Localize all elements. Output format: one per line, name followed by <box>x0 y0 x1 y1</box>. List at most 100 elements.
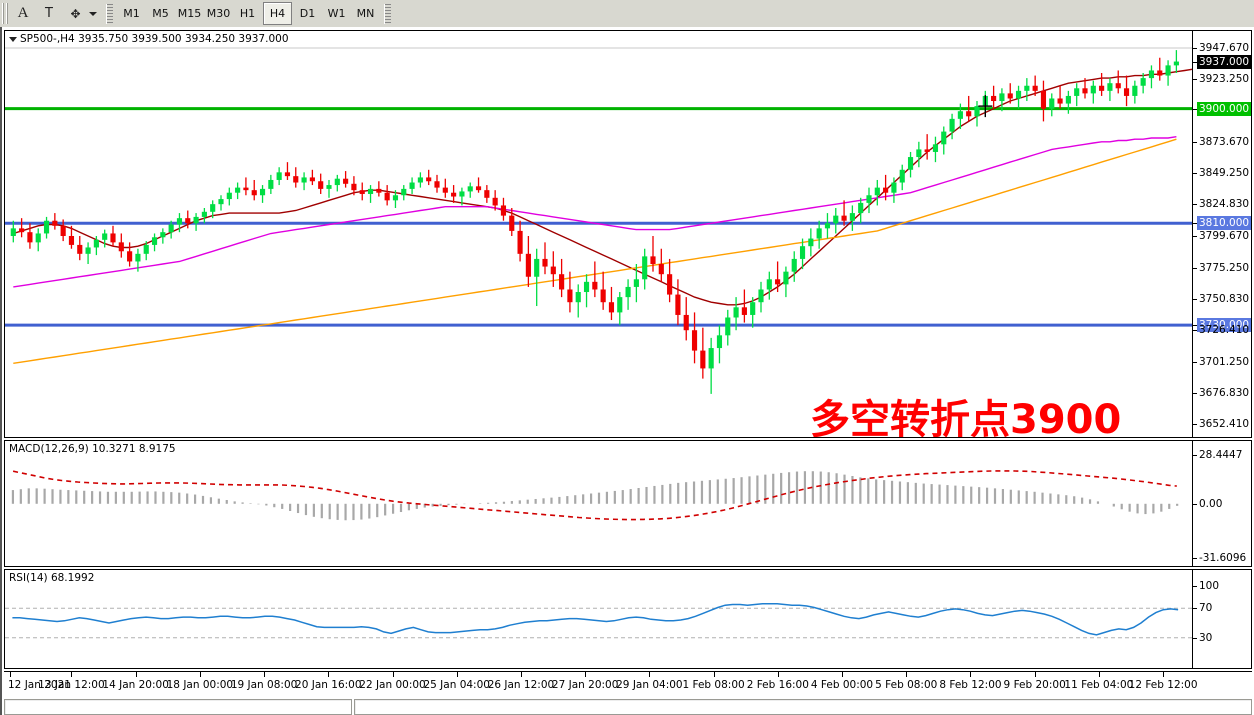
chart-annotation[interactable]: 多空转折点3900 <box>810 397 1122 437</box>
timeframe-d1[interactable]: D1 <box>299 7 316 20</box>
time-tick <box>970 672 972 677</box>
price-tick-label: 3799.670 <box>1199 230 1250 243</box>
chart-frame: SP500-,H4 3935.750 3939.500 3934.250 393… <box>0 27 1254 715</box>
timeframe-w1[interactable]: W1 <box>327 7 346 20</box>
time-tick <box>585 672 587 677</box>
toolbar: A T ✥ M1 M5 M15 M30 H1 H4 D1 W1 MN <box>0 0 1254 28</box>
price-label-3937: 3937.000 <box>1197 54 1251 69</box>
timeframe-h1[interactable]: H1 <box>239 7 256 20</box>
time-tick-label: 20 Jan 16:00 <box>295 679 362 691</box>
time-tick <box>71 672 73 677</box>
rsi-tick <box>1193 586 1197 587</box>
price-tick-label: 3873.670 <box>1199 136 1250 149</box>
time-tick <box>649 672 651 677</box>
macd-plot[interactable] <box>5 441 1193 566</box>
time-tick <box>199 672 201 677</box>
time-tick-label: 19 Jan 08:00 <box>230 679 298 691</box>
price-tick-label: 3726.410 <box>1199 323 1250 336</box>
price-tick <box>1193 298 1197 300</box>
price-pane[interactable]: SP500-,H4 3935.750 3939.500 3934.250 393… <box>4 30 1252 438</box>
timeframe-m5[interactable]: M5 <box>152 7 169 20</box>
rsi-pane[interactable]: RSI(14) 68.1992 100 70 30 <box>4 569 1252 669</box>
time-tick <box>713 672 715 677</box>
label-tool-icon: T <box>45 6 53 21</box>
time-tick <box>456 672 458 677</box>
price-tick <box>1193 329 1197 331</box>
time-tick-label: 5 Feb 08:00 <box>875 679 938 691</box>
time-axis[interactable]: 12 Jan 2021 13 Jan 12:00 14 Jan 20:00 18 Ja… <box>4 671 1252 697</box>
status-section-left[interactable] <box>4 699 352 715</box>
time-tick <box>10 672 11 677</box>
chevron-down-icon[interactable] <box>89 11 97 16</box>
time-tick-label: 2 Feb 16:00 <box>746 679 809 691</box>
label-tool-button[interactable]: T <box>37 2 61 25</box>
macd-tick <box>1193 503 1197 505</box>
timeframe-h4[interactable]: H4 <box>263 2 292 25</box>
macd-pane[interactable]: MACD(12,26,9) 10.3271 8.9175 28.4447 0.00… <box>4 440 1252 567</box>
timeframe-m30[interactable]: M30 <box>206 7 231 20</box>
time-tick-label: 9 Feb 20:00 <box>1003 679 1066 691</box>
price-tick <box>1193 142 1197 144</box>
price-axis[interactable]: 3947.670 3937.000 3923.250 3900.000 3873.670… <box>1192 31 1251 437</box>
time-tick-label: 1 Feb 08:00 <box>682 679 745 691</box>
macd-tick <box>1193 558 1197 559</box>
time-tick <box>135 672 137 677</box>
timeframe-m1[interactable]: M1 <box>123 7 140 20</box>
price-tick <box>1193 204 1197 206</box>
time-tick <box>1098 672 1100 677</box>
macd-tick-label: -31.6096 <box>1199 552 1247 564</box>
macd-header: MACD(12,26,9) 10.3271 8.9175 <box>9 443 176 455</box>
time-tick-label: 11 Feb 04:00 <box>1064 679 1134 691</box>
text-tool-icon[interactable]: A <box>17 5 29 21</box>
caret-down-icon[interactable] <box>9 36 17 42</box>
symbol-header: SP500-,H4 3935.750 3939.500 3934.250 393… <box>9 33 289 45</box>
timeframe-mn[interactable]: MN <box>356 7 375 20</box>
macd-tick-label: 28.4447 <box>1199 449 1243 461</box>
rsi-tick-label: 70 <box>1199 602 1213 615</box>
time-tick-label: 14 Jan 20:00 <box>102 679 169 691</box>
time-tick <box>1163 672 1165 677</box>
objects-tool-icon[interactable]: ✥ <box>70 6 80 21</box>
time-tick-label: 27 Jan 20:00 <box>551 679 619 691</box>
price-tick <box>1193 267 1197 269</box>
time-tick-label: 12 Feb 12:00 <box>1128 679 1198 691</box>
price-tick-label: 3652.410 <box>1199 417 1250 430</box>
price-tick <box>1193 236 1197 238</box>
price-tick-label: 3775.250 <box>1199 261 1250 274</box>
time-tick <box>906 672 908 677</box>
timeframe-m15[interactable]: M15 <box>177 7 202 20</box>
price-label-3730: 3730.000 <box>1197 318 1251 333</box>
time-tick <box>520 672 522 677</box>
time-tick-label: 4 Feb 00:00 <box>810 679 874 691</box>
time-tick <box>1034 672 1036 677</box>
rsi-tick <box>1193 608 1197 610</box>
time-tick-label: 8 Feb 12:00 <box>939 679 1002 691</box>
rsi-tick <box>1193 637 1197 639</box>
toolbar-grip[interactable] <box>2 3 10 24</box>
price-tick-label: 3676.830 <box>1199 386 1250 399</box>
price-label-3900: 3900.000 <box>1197 101 1251 116</box>
status-section-right[interactable] <box>354 699 1252 715</box>
price-tick-label: 3701.250 <box>1199 355 1250 368</box>
time-tick <box>392 672 394 677</box>
time-tick-label: 29 Jan 04:00 <box>616 679 683 691</box>
price-tick <box>1193 47 1197 49</box>
price-tick-label: 3750.830 <box>1199 292 1250 305</box>
macd-tick-label: 0.00 <box>1199 497 1223 510</box>
time-tick-label: 18 Jan 00:00 <box>166 679 234 691</box>
price-plot[interactable]: 多空转折点3900 <box>5 31 1193 437</box>
price-tick <box>1193 223 1197 225</box>
time-tick-label: 22 Jan 00:00 <box>359 679 426 691</box>
macd-tick <box>1193 455 1197 456</box>
macd-axis[interactable]: 28.4447 0.00 -31.6096 <box>1192 441 1251 566</box>
time-tick <box>777 672 779 677</box>
price-tick <box>1193 61 1197 63</box>
time-tick <box>328 672 330 677</box>
toolbar-separator <box>106 3 113 24</box>
price-tick <box>1193 173 1197 175</box>
time-tick-label: 25 Jan 04:00 <box>423 679 490 691</box>
price-tick <box>1193 423 1197 425</box>
rsi-plot[interactable] <box>5 570 1193 668</box>
price-tick <box>1193 79 1197 81</box>
rsi-axis[interactable]: 100 70 30 <box>1192 570 1251 668</box>
